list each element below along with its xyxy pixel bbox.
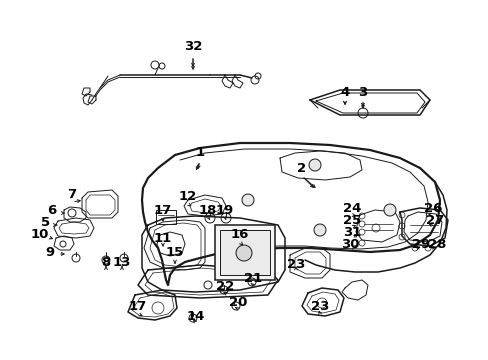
Text: 22: 22 xyxy=(215,279,234,292)
Text: 18: 18 xyxy=(199,203,217,216)
Text: 15: 15 xyxy=(165,247,184,260)
Bar xyxy=(220,230,269,275)
Text: 14: 14 xyxy=(186,310,205,323)
Text: 10: 10 xyxy=(31,228,49,240)
Text: 8: 8 xyxy=(101,256,110,269)
Circle shape xyxy=(242,194,253,206)
Text: 4: 4 xyxy=(340,85,349,99)
Text: 23: 23 xyxy=(286,257,305,270)
Text: 21: 21 xyxy=(244,271,262,284)
Circle shape xyxy=(383,204,395,216)
Text: 9: 9 xyxy=(45,246,55,258)
Text: 27: 27 xyxy=(425,213,443,226)
Circle shape xyxy=(308,159,320,171)
Text: 20: 20 xyxy=(228,296,246,309)
Circle shape xyxy=(236,245,251,261)
Text: 31: 31 xyxy=(342,225,361,238)
Bar xyxy=(156,210,176,224)
Bar xyxy=(215,225,274,280)
Text: 1: 1 xyxy=(195,147,204,159)
Text: 17: 17 xyxy=(154,203,172,216)
Text: 6: 6 xyxy=(47,203,57,216)
Text: 16: 16 xyxy=(230,229,249,242)
Text: 30: 30 xyxy=(340,238,359,251)
Text: 26: 26 xyxy=(423,202,441,215)
Text: 3: 3 xyxy=(358,85,367,99)
Text: 24: 24 xyxy=(342,202,361,215)
Text: 23: 23 xyxy=(310,301,328,314)
Text: 29: 29 xyxy=(411,238,429,251)
Text: 13: 13 xyxy=(113,256,131,269)
Text: 7: 7 xyxy=(67,188,77,201)
Text: 28: 28 xyxy=(427,238,445,251)
Text: 2: 2 xyxy=(297,162,306,175)
Text: 5: 5 xyxy=(41,216,50,229)
Text: 32: 32 xyxy=(183,40,202,54)
Text: 11: 11 xyxy=(154,231,172,244)
Circle shape xyxy=(313,224,325,236)
Text: 17: 17 xyxy=(129,301,147,314)
Text: 19: 19 xyxy=(215,203,234,216)
Text: 25: 25 xyxy=(342,213,360,226)
Text: 12: 12 xyxy=(179,189,197,202)
